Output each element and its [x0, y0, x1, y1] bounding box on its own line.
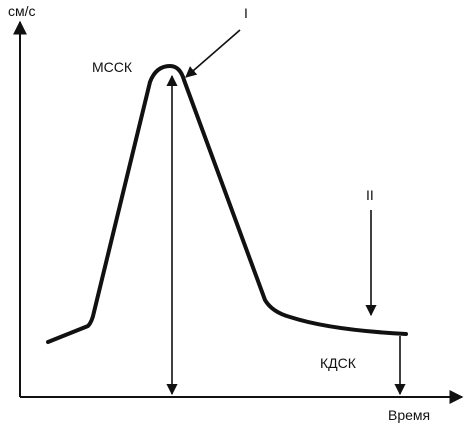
end-label: КДСК	[320, 355, 357, 371]
marker-2-label: II	[366, 187, 374, 203]
y-axis-label: см/с	[8, 3, 36, 19]
peak-label: МССК	[92, 59, 133, 75]
marker-1-label: I	[244, 5, 248, 21]
velocity-waveform-line	[46, 64, 408, 344]
x-axis-label: Время	[388, 407, 430, 423]
marker-1-arrow	[185, 29, 241, 78]
